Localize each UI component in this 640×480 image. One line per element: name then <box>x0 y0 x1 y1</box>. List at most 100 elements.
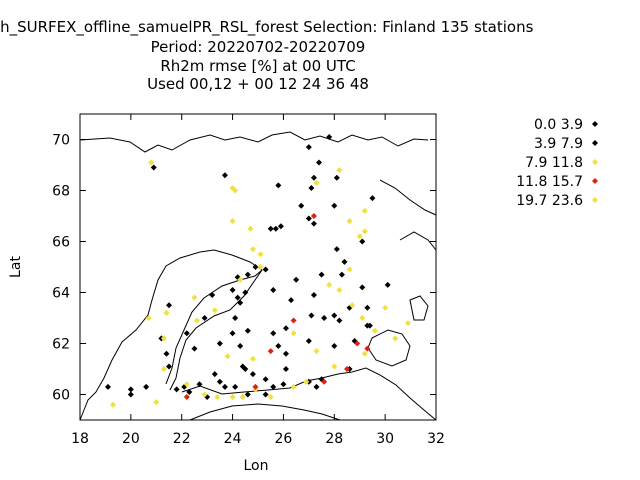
data-point <box>244 271 251 278</box>
data-point <box>288 297 295 304</box>
data-point <box>252 383 259 390</box>
data-point <box>163 309 170 316</box>
axes: 18 20 22 24 26 28 30 32 60 62 64 66 68 70 <box>52 114 445 447</box>
data-point <box>275 182 282 189</box>
data-point <box>316 159 323 166</box>
data-point <box>196 381 203 388</box>
data-point <box>275 343 282 350</box>
data-point <box>277 223 284 230</box>
data-point <box>262 376 269 383</box>
data-point <box>326 281 333 288</box>
data-point <box>326 133 333 140</box>
data-point <box>331 363 338 370</box>
data-point <box>234 294 241 301</box>
data-point <box>150 164 157 171</box>
data-point <box>244 391 251 398</box>
data-point <box>392 335 399 342</box>
data-point <box>191 345 198 352</box>
data-point <box>310 220 317 227</box>
data-point <box>359 284 366 291</box>
data-point <box>201 391 208 398</box>
legend-marker <box>592 197 598 203</box>
data-point <box>183 394 190 401</box>
data-point <box>405 320 412 327</box>
data-point <box>282 366 289 372</box>
data-point <box>331 202 338 209</box>
data-point <box>338 271 345 278</box>
data-point <box>110 401 117 408</box>
data-point <box>305 337 312 344</box>
data-point <box>127 391 134 398</box>
y-tick-label: 62 <box>52 337 70 353</box>
data-point <box>310 292 317 299</box>
data-point <box>211 371 218 378</box>
data-point <box>321 378 328 385</box>
data-point <box>364 322 371 329</box>
data-point <box>290 317 297 324</box>
data-point <box>229 286 236 293</box>
title-line-2: Period: 20220702-20220709 <box>151 38 366 56</box>
lake-ladoga <box>367 329 411 367</box>
data-point <box>282 325 289 332</box>
y-tick-label: 64 <box>52 286 70 302</box>
data-point <box>163 350 170 357</box>
x-tick-label: 30 <box>376 431 394 447</box>
data-point <box>145 315 152 321</box>
data-point <box>166 363 172 370</box>
legend-marker <box>592 178 598 184</box>
data-point <box>270 383 277 390</box>
legend-label: 0.0 3.9 <box>534 117 583 133</box>
data-point <box>242 289 249 296</box>
data-point <box>384 281 391 288</box>
data-point <box>183 381 190 388</box>
data-point <box>318 271 325 278</box>
data-point <box>183 330 190 337</box>
data-point <box>364 304 371 311</box>
x-tick-label: 26 <box>275 431 293 447</box>
x-tick-label: 22 <box>173 431 191 447</box>
coastline-kola <box>379 179 437 216</box>
map-coastline <box>79 131 437 421</box>
data-point <box>160 335 167 342</box>
data-point <box>252 264 259 270</box>
legend-marker <box>592 121 598 127</box>
data-point <box>214 394 221 401</box>
data-point <box>262 391 269 398</box>
data-point <box>244 327 251 334</box>
data-point <box>221 172 228 179</box>
data-point <box>361 207 368 214</box>
data-point <box>232 383 239 390</box>
data-point <box>249 371 256 378</box>
chart-title: 6h_SURFEX_offline_samuelPR_RSL_forest Se… <box>0 18 534 93</box>
data-point <box>361 228 368 235</box>
x-tick-label: 20 <box>122 431 140 447</box>
data-point <box>211 307 218 314</box>
data-point <box>186 388 193 395</box>
data-point <box>369 195 376 202</box>
data-point <box>344 366 350 372</box>
data-point <box>160 366 167 372</box>
data-point <box>305 144 312 151</box>
coastline-gulf-finland <box>181 367 437 421</box>
data-point <box>313 179 320 186</box>
coastline-bothnia-west <box>79 249 263 421</box>
data-point <box>308 312 315 319</box>
data-point <box>249 246 256 253</box>
data-point <box>270 286 277 293</box>
data-point <box>267 394 274 401</box>
title-line-1: 6h_SURFEX_offline_samuelPR_RSL_forest Se… <box>0 18 534 37</box>
coastline-estonia <box>189 403 341 421</box>
x-tick-label: 18 <box>71 431 89 447</box>
data-point <box>193 317 200 324</box>
data-point <box>280 381 287 388</box>
data-point <box>224 353 231 360</box>
data-point <box>346 218 353 225</box>
data-point <box>371 327 378 334</box>
data-point <box>221 383 228 390</box>
data-point <box>166 302 172 309</box>
coastline-north <box>79 131 429 153</box>
data-point <box>247 225 254 232</box>
y-tick-label: 66 <box>52 235 70 251</box>
data-point <box>333 174 340 181</box>
